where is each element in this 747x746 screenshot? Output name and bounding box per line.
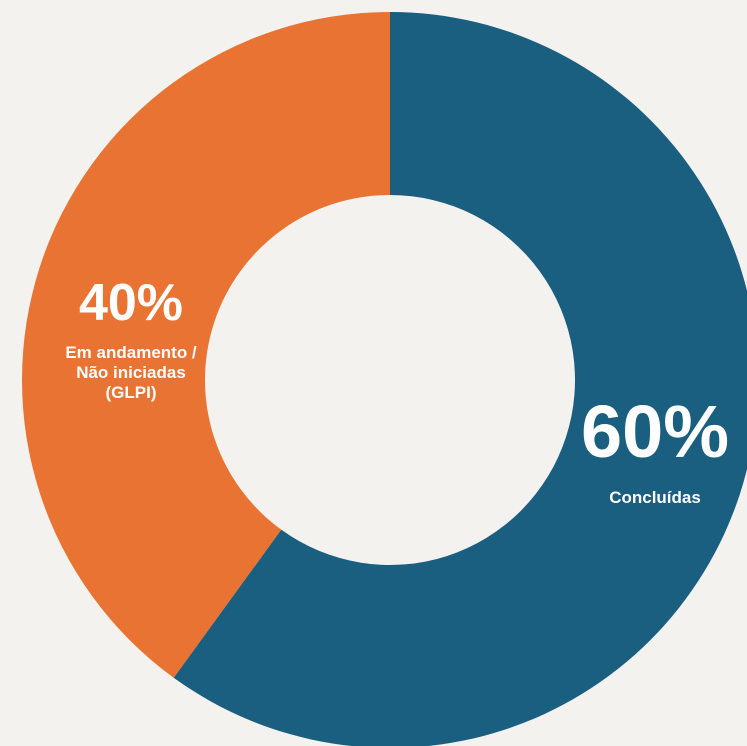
slice-category-label-1-line-0: Em andamento /: [65, 343, 197, 362]
slice-category-label-1-line-1: Não iniciadas: [76, 363, 186, 382]
slice-value-label-1: 40%: [79, 274, 183, 332]
slice-value-label-0: 60%: [581, 390, 729, 473]
slice-category-label-1-line-2: (GLPI): [106, 383, 157, 402]
slice-category-label-0-line-0: Concluídas: [609, 488, 701, 507]
donut-slice-0: [173, 12, 747, 746]
donut-slice-1: [22, 12, 391, 678]
